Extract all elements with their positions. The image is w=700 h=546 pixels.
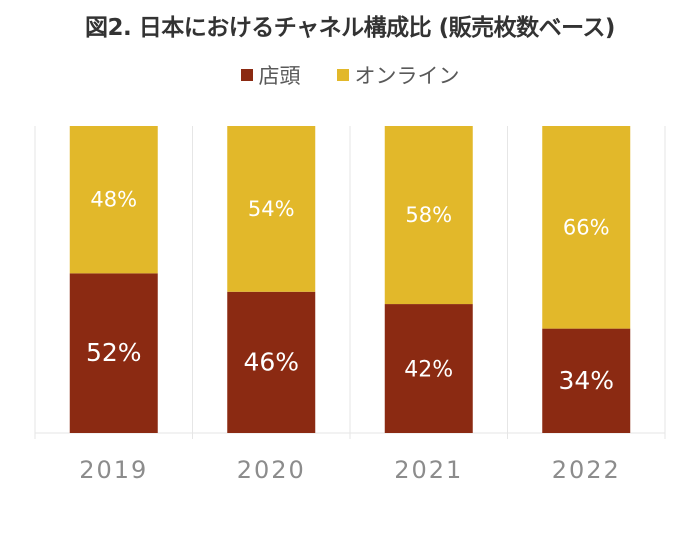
data-label-store-2020: 46% xyxy=(243,347,299,376)
legend-label-online: オンライン xyxy=(354,64,460,88)
legend-label-store: 店頭 xyxy=(258,64,301,88)
bar-segment-store-2021 xyxy=(384,304,473,433)
x-tick-label-2021: 2021 xyxy=(394,456,463,484)
legend-swatch-store xyxy=(240,69,253,81)
data-label-store-2022: 34% xyxy=(558,366,614,395)
x-tick-label-2022: 2022 xyxy=(552,456,621,484)
legend-item-store: 店頭 xyxy=(240,60,301,90)
data-label-online-2022: 66% xyxy=(563,215,610,239)
x-tick-label-2020: 2020 xyxy=(237,456,306,484)
bar-segment-store-2022 xyxy=(542,328,631,433)
legend: 店頭 オンライン xyxy=(0,60,700,90)
data-label-online-2020: 54% xyxy=(248,197,295,221)
data-label-online-2021: 58% xyxy=(405,203,452,227)
bar-segment-online-2021 xyxy=(384,126,473,305)
legend-swatch-online xyxy=(336,69,349,81)
bar-segment-online-2022 xyxy=(542,126,631,329)
legend-item-online: オンライン xyxy=(336,60,460,90)
chart-title: 図2. 日本におけるチャネル構成比 (販売枚数ベース) xyxy=(85,15,615,41)
bar-segment-online-2020 xyxy=(227,126,316,292)
x-tick-label-2019: 2019 xyxy=(79,456,148,484)
bar-segment-store-2019 xyxy=(69,273,158,433)
data-label-online-2019: 48% xyxy=(90,188,137,212)
bar-segment-store-2020 xyxy=(227,291,316,433)
bar-segment-online-2019 xyxy=(69,126,158,274)
data-label-store-2019: 52% xyxy=(86,338,142,367)
data-label-store-2021: 42% xyxy=(404,358,453,383)
